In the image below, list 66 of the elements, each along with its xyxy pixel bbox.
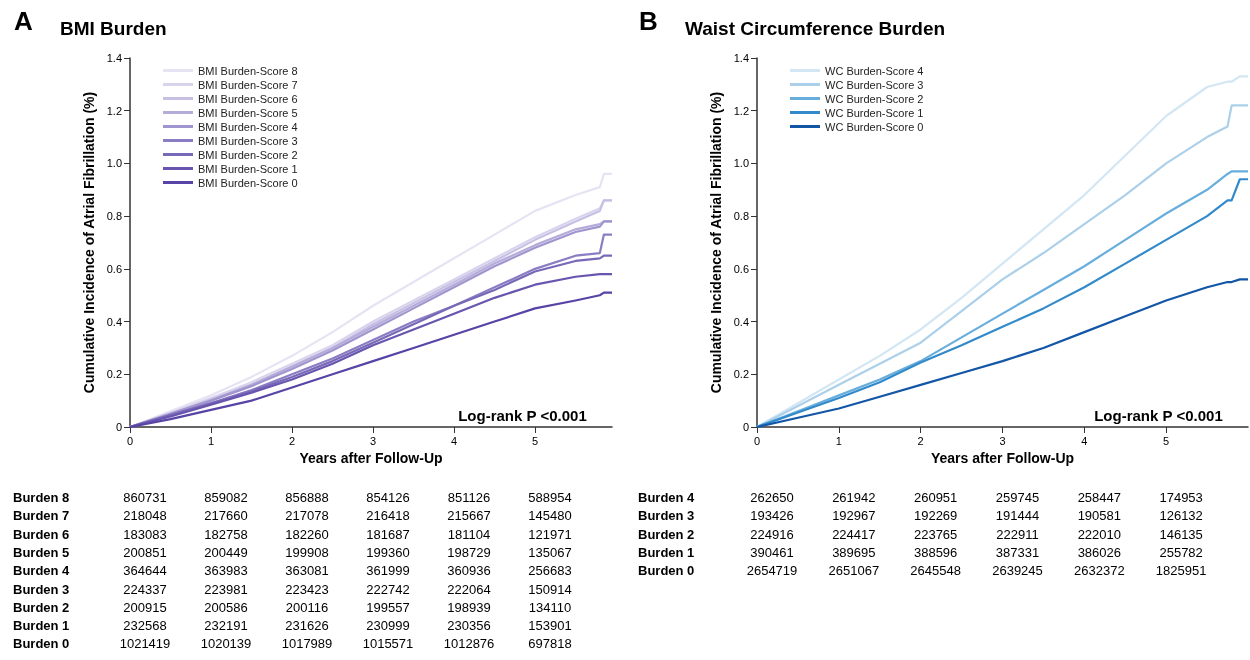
- legend-label: WC Burden-Score 2: [825, 92, 924, 105]
- annotation: Log-rank P <0.001: [1094, 407, 1223, 424]
- x-tick-label: 0: [126, 434, 134, 447]
- legend-label: WC Burden-Score 3: [825, 78, 924, 91]
- y-tick-label: 0.8: [733, 210, 749, 223]
- y-axis-title: Cumulative Incidence of Atrial Fibrillation (%): [707, 91, 724, 394]
- legend-label: WC Burden-Score 4: [825, 64, 924, 77]
- y-tick-label: 0.4: [733, 315, 749, 328]
- text: Burden 1 390461 389695 388596 387331 386026 255782: [638, 544, 1203, 560]
- x-tick-label: 2: [917, 434, 924, 447]
- text: Burden 6 183083 182758 182260 181687 181104 121971: [13, 526, 572, 542]
- x-tick-label: 1: [835, 434, 842, 447]
- text: Burden 1 232568 232191 231626 230999 230356 153901: [13, 618, 572, 634]
- y-tick-label: 1.2: [733, 104, 749, 117]
- legend-label: BMI Burden-Score 1: [198, 162, 298, 175]
- legend-label: WC Burden-Score 1: [825, 106, 924, 119]
- y-axis-title: Cumulative Incidence of Atrial Fibrillation (%): [80, 91, 97, 394]
- x-tick-label: 4: [1081, 434, 1088, 447]
- text: Burden 2 200915 200586 200116 199557 198939 134110: [13, 599, 572, 615]
- legend-label: BMI Burden-Score 7: [198, 78, 298, 91]
- x-tick-label: 0: [753, 434, 761, 447]
- chart-title: Waist Circumference Burden: [685, 18, 946, 39]
- legend-label: BMI Burden-Score 4: [198, 120, 298, 133]
- text: A: [14, 6, 33, 37]
- legend-label: WC Burden-Score 0: [825, 120, 924, 133]
- x-tick-label: 5: [531, 434, 539, 447]
- y-tick-label: 1.4: [106, 52, 122, 64]
- y-tick-label: 1.2: [106, 104, 122, 117]
- x-tick-label: 4: [450, 434, 458, 447]
- legend-label: BMI Burden-Score 8: [198, 64, 298, 77]
- annotation: Log-rank P <0.001: [458, 407, 587, 424]
- y-tick-label: 1.4: [733, 52, 749, 64]
- text: Burden 7 218048 217660 217078 216418 215667 145480: [13, 508, 572, 524]
- x-axis-title: Years after Follow-Up: [299, 450, 443, 466]
- text: Burden 2 224916 224417 223765 222911 222010 146135: [638, 526, 1203, 542]
- text: Burden 8 860731 859082 856888 854126 851126 588954: [13, 490, 572, 505]
- text: Burden 4 364644 363983 363081 361999 360936 256683: [13, 563, 572, 579]
- x-tick-label: 5: [1163, 434, 1170, 447]
- legend-label: BMI Burden-Score 3: [198, 134, 298, 147]
- text: Burden 0 2654719 2651067 2645548 2639245 2632372 1825951: [638, 563, 1207, 579]
- x-tick-label: 1: [207, 434, 215, 447]
- y-tick-label: 1.0: [733, 157, 749, 170]
- x-tick-label: 3: [999, 434, 1006, 447]
- y-tick-label: 0.2: [106, 368, 122, 381]
- text: Burden 3 224337 223981 223423 222742 222064 150914: [13, 581, 572, 597]
- legend-label: BMI Burden-Score 2: [198, 148, 298, 161]
- y-tick-label: 0: [115, 421, 122, 433]
- x-tick-label: 3: [369, 434, 377, 447]
- text: Burden 0 1021419 1020139 1017989 1015571 1012876 697818: [13, 636, 572, 652]
- legend-label: BMI Burden-Score 6: [198, 92, 298, 105]
- x-tick-label: 2: [288, 434, 296, 447]
- y-tick-label: 1.0: [106, 157, 122, 170]
- legend-label: BMI Burden-Score 0: [198, 176, 298, 189]
- y-tick-label: 0.2: [733, 368, 749, 381]
- chart-title: BMI Burden: [60, 18, 167, 39]
- x-axis-title: Years after Follow-Up: [930, 450, 1075, 466]
- text: B: [639, 6, 658, 37]
- text: Burden 4 262650 261942 260951 259745 258447 174953: [638, 490, 1203, 505]
- y-tick-label: 0.6: [106, 262, 122, 275]
- y-tick-label: 0.8: [106, 210, 122, 223]
- text: Burden 5 200851 200449 199908 199360 198729 135067: [13, 544, 572, 560]
- legend-label: BMI Burden-Score 5: [198, 106, 298, 119]
- y-tick-label: 0: [742, 421, 749, 433]
- y-tick-label: 0.4: [106, 315, 122, 328]
- y-tick-label: 0.6: [733, 262, 749, 275]
- text: Burden 3 193426 192967 192269 191444 190581 126132: [638, 508, 1203, 524]
